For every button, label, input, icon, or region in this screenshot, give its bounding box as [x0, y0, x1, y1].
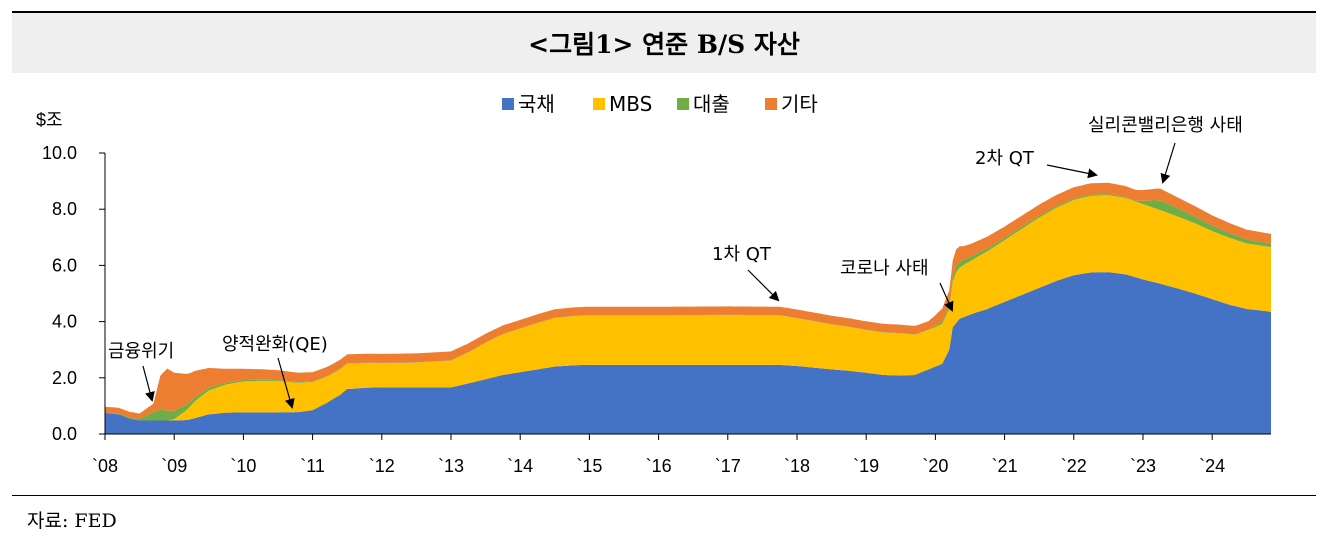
legend-swatch-4	[765, 98, 777, 110]
bottom-rule	[12, 495, 1316, 496]
source-note: 자료: FED	[27, 510, 117, 532]
annotation-arrow-2	[277, 357, 295, 409]
annotation-arrow-6	[1160, 142, 1176, 184]
x-tick-label: `19	[853, 456, 879, 476]
annotation-arrow-3	[747, 269, 780, 302]
y-tick-label: 6.0	[52, 255, 77, 275]
y-axis-label: $조	[36, 110, 63, 130]
annotation-label-6: 실리콘밸리은행 사태	[1088, 115, 1243, 136]
title-band: <그림1> 연준 B/S 자산	[12, 13, 1316, 73]
axes: 0.0 2.0 4.0 6.0 8.0 10.0 $조 `08 `09 `10 `11 `12 `13 `…	[36, 110, 1271, 476]
x-tick-label: `24	[1199, 456, 1225, 476]
y-tick-label: 2.0	[52, 368, 77, 388]
legend: 국채 MBS 대출 기타	[502, 92, 818, 116]
x-tick-label: `13	[438, 456, 464, 476]
x-tick-label: `20	[922, 456, 948, 476]
y-tick-label: 4.0	[52, 312, 77, 332]
x-tick-label: `09	[161, 456, 187, 476]
y-tick-label: 8.0	[52, 199, 77, 219]
annotation-arrow-5	[1046, 164, 1098, 179]
x-tick-label: `17	[715, 456, 741, 476]
x-tick-label: `22	[1061, 456, 1087, 476]
x-tick-label: `08	[92, 456, 118, 476]
x-tick-label: `18	[784, 456, 810, 476]
annotations: 금융위기 양적완화(QE) 1차 QT 코로나 사태 2차 QT 실리콘밸리은행 사태	[108, 115, 1243, 409]
annotation-arrow-1	[142, 365, 155, 402]
legend-swatch-1	[502, 98, 514, 110]
legend-label-2: MBS	[609, 92, 652, 116]
y-tick-label: 0.0	[52, 424, 77, 444]
area-series-2	[105, 195, 1271, 421]
top-rule	[12, 11, 1316, 13]
x-tick-label: `10	[230, 456, 256, 476]
annotation-label-4: 코로나 사태	[840, 258, 929, 279]
legend-label-1: 국채	[518, 92, 555, 116]
annotation-label-2: 양적완화(QE)	[222, 334, 328, 355]
legend-label-3: 대출	[693, 92, 730, 116]
x-tick-label: `23	[1130, 456, 1156, 476]
legend-swatch-2	[593, 98, 605, 110]
x-tick-label: `16	[646, 456, 672, 476]
x-tick-label: `12	[369, 456, 395, 476]
x-tick-label: `11	[300, 456, 325, 476]
area-series-1	[105, 272, 1271, 434]
y-tick-label: 10.0	[42, 143, 77, 163]
x-tick-label: `21	[992, 456, 1018, 476]
area-series-4	[105, 182, 1271, 420]
legend-swatch-3	[677, 98, 689, 110]
annotation-label-1: 금융위기	[108, 341, 174, 362]
annotation-arrow-4	[939, 282, 954, 312]
annotation-label-5: 2차 QT	[975, 148, 1035, 169]
legend-label-4: 기타	[781, 92, 818, 116]
chart-title: <그림1> 연준 B/S 자산	[528, 30, 800, 59]
stacked-areas	[105, 182, 1271, 434]
x-tick-label: `14	[507, 456, 533, 476]
x-tick-label: `15	[576, 456, 602, 476]
annotation-label-3: 1차 QT	[712, 244, 772, 265]
